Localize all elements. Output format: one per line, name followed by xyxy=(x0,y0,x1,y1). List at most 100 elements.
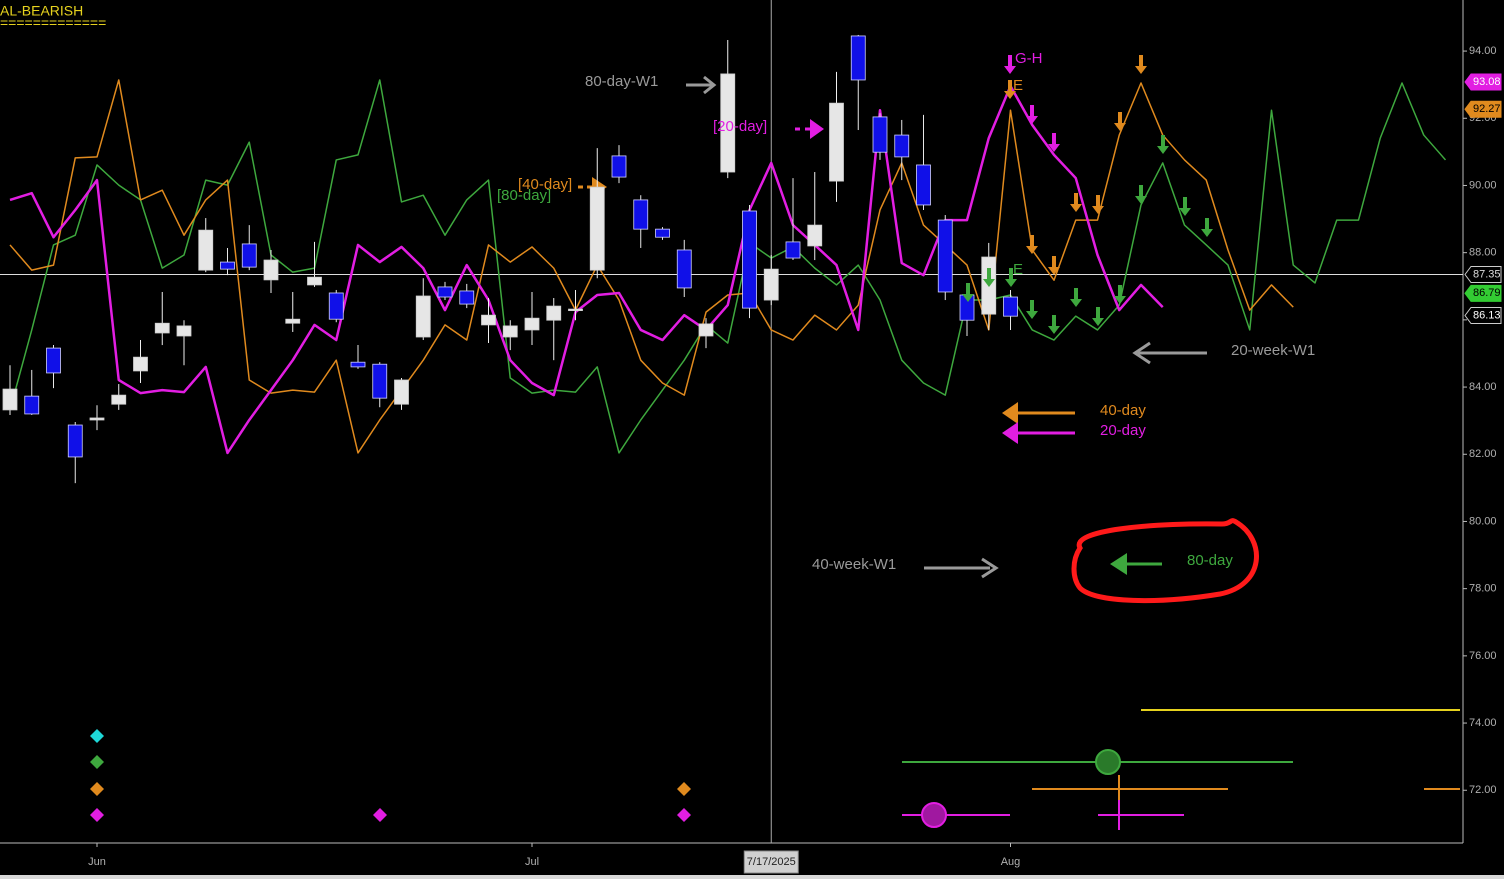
y-tick-label: 80.00 xyxy=(1469,515,1497,527)
signal-arrow xyxy=(1048,256,1060,275)
arrow xyxy=(1002,422,1018,444)
candle-body xyxy=(437,286,453,298)
signal-arrow xyxy=(1004,80,1016,99)
candle-body xyxy=(394,379,409,405)
annotation: 20-week-W1 xyxy=(1231,342,1315,359)
signal-arrow xyxy=(1004,55,1016,74)
price-tag-label: 86.13 xyxy=(1473,309,1501,321)
price-tag xyxy=(1464,284,1502,302)
annotation: G-H xyxy=(1015,50,1043,67)
candle-body xyxy=(2,388,18,411)
candle-body xyxy=(372,363,388,399)
candle-body xyxy=(720,73,736,173)
signal-arrow xyxy=(1092,195,1104,214)
signal-arrow xyxy=(1026,105,1038,124)
y-tick-label: 74.00 xyxy=(1469,717,1497,729)
candle-body xyxy=(807,224,823,247)
signal-arrow xyxy=(983,268,995,287)
highlight-circle xyxy=(1071,518,1259,604)
series-line xyxy=(9,79,1294,454)
bottom-strip xyxy=(0,875,1504,879)
price-tag xyxy=(1464,266,1502,284)
diamond xyxy=(373,808,387,822)
annotation: 40-day xyxy=(1100,402,1146,419)
candle-body xyxy=(676,249,692,289)
price-tag xyxy=(1464,73,1502,91)
arrow xyxy=(686,75,717,95)
candle-body xyxy=(611,155,627,178)
signal-arrow xyxy=(1026,300,1038,319)
candle-body xyxy=(481,314,496,326)
crosshair-date-label: 7/17/2025 xyxy=(747,856,796,868)
arrow xyxy=(1132,341,1207,365)
diamond xyxy=(90,755,104,769)
candle-body xyxy=(459,290,475,305)
candle-body xyxy=(198,229,214,271)
candle-body xyxy=(655,228,670,238)
arrows xyxy=(578,75,1259,604)
candle-body xyxy=(546,305,562,321)
candle-body xyxy=(916,164,931,206)
candle-body xyxy=(67,424,83,458)
diamond xyxy=(90,782,104,796)
candle-body xyxy=(763,268,779,301)
price-tag xyxy=(1464,306,1502,324)
annotation: [20-day] xyxy=(713,118,767,135)
candle-body xyxy=(154,322,170,334)
candle-body xyxy=(307,276,322,286)
candle-body xyxy=(502,325,518,338)
series-line xyxy=(9,79,1447,454)
candle-body xyxy=(328,292,344,320)
candle-body xyxy=(89,417,105,421)
signal-arrow xyxy=(1005,268,1017,287)
annotation: 40-week-W1 xyxy=(812,556,896,573)
candle-body xyxy=(111,394,127,405)
y-tick-label: 94.00 xyxy=(1469,45,1497,57)
candle-body xyxy=(894,134,910,158)
price-tag-label: 93.08 xyxy=(1473,76,1501,88)
signal-arrow xyxy=(1135,55,1147,74)
arrow xyxy=(810,119,824,139)
candle-body xyxy=(263,259,279,281)
signal-arrow xyxy=(1048,133,1060,152)
diamond xyxy=(90,729,104,743)
candle-body xyxy=(524,317,540,331)
annotation: AL-BEARISH xyxy=(0,3,83,19)
signal-arrow xyxy=(1070,193,1082,212)
cycle-marker xyxy=(1095,749,1121,775)
candle-body xyxy=(415,295,431,338)
y-tick-label: 88.00 xyxy=(1469,247,1497,259)
signal-arrow xyxy=(1179,197,1191,216)
signal-arrow xyxy=(1092,307,1104,326)
arrow xyxy=(1002,402,1018,424)
y-tick-label: 78.00 xyxy=(1469,583,1497,595)
price-tag-label: 86.79 xyxy=(1473,287,1501,299)
y-tick-label: 72.00 xyxy=(1469,784,1497,796)
price-tag xyxy=(1464,100,1502,118)
signal-arrow xyxy=(1135,185,1147,204)
diamond xyxy=(677,808,691,822)
price-tag-label: 87.35 xyxy=(1473,268,1501,280)
y-tick-label: 76.00 xyxy=(1469,650,1497,662)
y-tick-label: 84.00 xyxy=(1469,381,1497,393)
candle-body xyxy=(872,116,888,153)
candle-body xyxy=(785,241,801,259)
annotation: 80-day xyxy=(1187,552,1233,569)
signal-arrow xyxy=(1114,285,1126,304)
candle-body xyxy=(568,308,583,312)
series-line xyxy=(9,84,1164,455)
candle-body xyxy=(698,323,714,337)
cycle-marker xyxy=(921,802,947,828)
cycle-widgets xyxy=(90,709,1460,830)
x-tick-label: Aug xyxy=(1001,856,1021,868)
signal-arrow xyxy=(1026,235,1038,254)
candle-body xyxy=(1003,296,1018,317)
signal-arrow xyxy=(1070,288,1082,307)
arrow xyxy=(1110,553,1127,575)
annotation: E xyxy=(1013,77,1023,94)
candle-body xyxy=(633,199,649,230)
candle-body xyxy=(350,361,366,368)
crosshair-date-box xyxy=(743,850,799,874)
